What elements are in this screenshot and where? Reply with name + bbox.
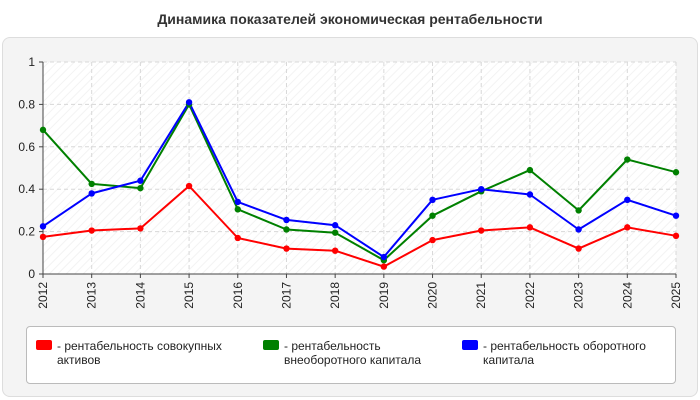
chart-legend: - рентабельность совокупных активов - ре… bbox=[26, 326, 676, 384]
data-point bbox=[88, 227, 95, 234]
data-point bbox=[380, 263, 388, 270]
data-point bbox=[672, 232, 680, 240]
data-point bbox=[429, 236, 436, 244]
data-point bbox=[331, 222, 339, 229]
legend-swatch-red bbox=[36, 340, 52, 350]
x-tick-label: 2016 bbox=[231, 282, 245, 309]
data-point bbox=[478, 227, 485, 234]
legend-label: - рентабельность совокупных активов bbox=[57, 339, 222, 367]
data-point bbox=[575, 207, 582, 214]
series-line bbox=[42, 185, 677, 268]
data-point bbox=[283, 216, 290, 224]
y-tick-label: 0.6 bbox=[18, 140, 35, 154]
data-point bbox=[185, 182, 193, 190]
data-point bbox=[88, 180, 95, 188]
data-point bbox=[526, 224, 534, 231]
x-tick-label: 2015 bbox=[182, 282, 196, 309]
series-line bbox=[42, 103, 677, 262]
data-point bbox=[672, 169, 680, 176]
data-point bbox=[39, 223, 47, 230]
data-point bbox=[331, 229, 339, 236]
data-point bbox=[283, 245, 290, 252]
legend-item-working-capital: - рентабельность оборотного капитала bbox=[462, 339, 667, 367]
data-point bbox=[39, 233, 47, 241]
x-tick-label: 2023 bbox=[572, 282, 586, 309]
x-tick-label: 2012 bbox=[36, 282, 50, 309]
data-point bbox=[137, 184, 144, 192]
data-point bbox=[429, 196, 436, 203]
data-point bbox=[575, 226, 582, 233]
legend-item-fixed-capital: - рентабельность внеоборотного капитала bbox=[263, 339, 453, 367]
legend-swatch-blue bbox=[462, 340, 478, 350]
data-point bbox=[429, 212, 436, 219]
legend-label: - рентабельность оборотного капитала bbox=[483, 339, 646, 367]
data-point bbox=[624, 196, 631, 203]
x-tick-label: 2014 bbox=[133, 282, 147, 309]
x-tick-label: 2013 bbox=[85, 282, 99, 309]
x-tick-label: 2021 bbox=[474, 282, 488, 309]
data-point bbox=[672, 212, 680, 219]
data-point bbox=[234, 206, 241, 213]
data-point bbox=[88, 190, 95, 197]
data-point bbox=[137, 225, 144, 232]
x-tick-label: 2024 bbox=[620, 282, 634, 309]
x-tick-label: 2025 bbox=[669, 282, 683, 309]
series-line bbox=[42, 101, 677, 258]
data-point bbox=[624, 156, 631, 163]
y-tick-label: 0.4 bbox=[18, 182, 35, 196]
y-tick-label: 0.8 bbox=[18, 97, 35, 111]
legend-item-total-assets: - рентабельность совокупных активов bbox=[36, 339, 246, 367]
y-tick-label: 0.2 bbox=[18, 225, 35, 239]
data-point bbox=[283, 226, 290, 233]
data-point bbox=[624, 224, 631, 231]
y-tick-label: 1 bbox=[28, 55, 35, 69]
data-point bbox=[185, 99, 193, 106]
data-point bbox=[575, 245, 582, 252]
data-point bbox=[137, 177, 144, 184]
data-point bbox=[234, 234, 241, 242]
x-tick-label: 2020 bbox=[426, 282, 440, 309]
data-point bbox=[380, 253, 388, 261]
x-tick-label: 2018 bbox=[328, 282, 342, 309]
chart-title: Динамика показателей экономическая рента… bbox=[157, 11, 543, 27]
x-tick-label: 2022 bbox=[523, 282, 537, 309]
data-point bbox=[331, 247, 339, 254]
data-point bbox=[526, 191, 534, 198]
data-point bbox=[234, 198, 241, 206]
legend-swatch-green bbox=[263, 340, 279, 350]
legend-label: - рентабельность внеоборотного капитала bbox=[284, 339, 421, 367]
data-point bbox=[478, 186, 485, 193]
data-point bbox=[526, 166, 534, 174]
y-tick-label: 0 bbox=[28, 267, 35, 281]
x-tick-label: 2019 bbox=[377, 282, 391, 309]
data-point bbox=[39, 126, 47, 134]
x-tick-label: 2017 bbox=[279, 282, 293, 309]
